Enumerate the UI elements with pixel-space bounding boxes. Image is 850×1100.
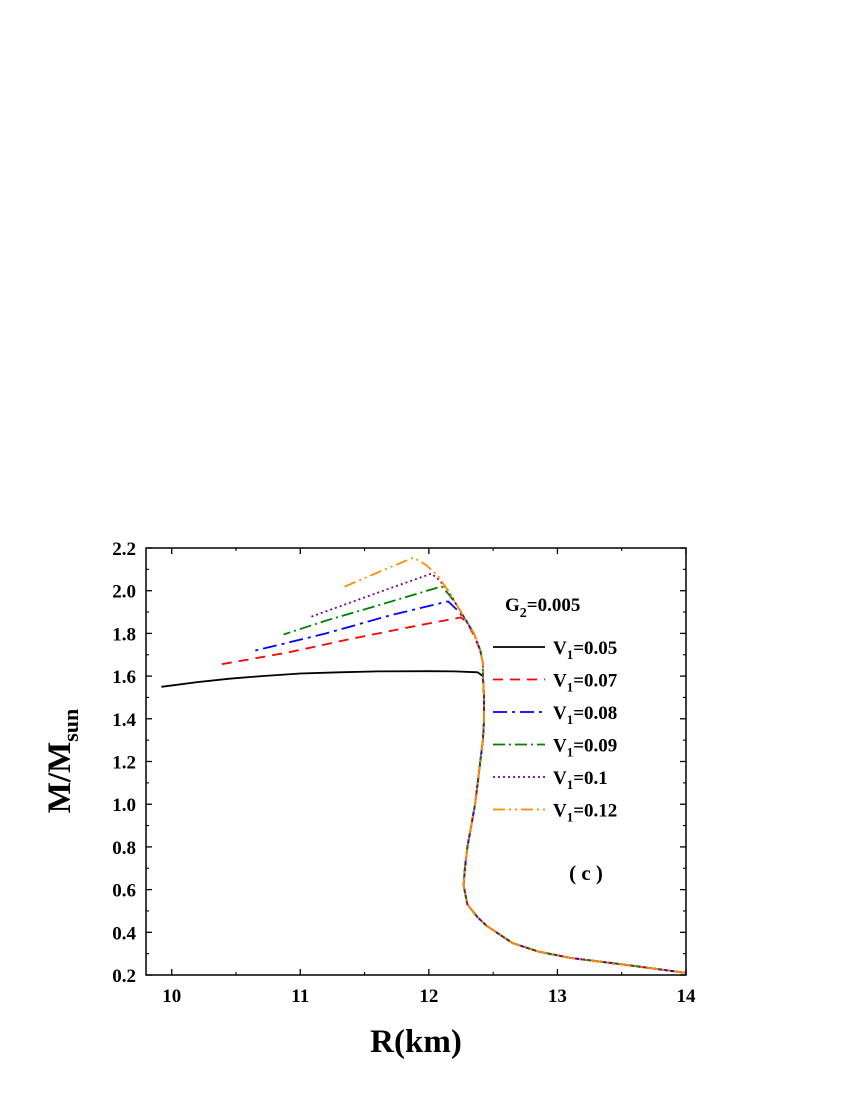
y-tick-label: 1.8: [112, 624, 136, 645]
legend-label-rest: =0.05: [573, 638, 617, 659]
legend-label: V1=0.09: [553, 736, 617, 760]
ticks-layer: 10 11 12 13 140.20.40.60.81.01.21.41.61.82.0…: [112, 539, 696, 1007]
legend-label-main: V: [553, 801, 567, 822]
legend-label-sub: 1: [567, 745, 574, 760]
legend-label-main: V: [553, 671, 567, 692]
legend-label-sub: 1: [567, 777, 574, 792]
y-tick-label: 2.2: [112, 539, 136, 560]
legend-label: V1=0.1: [553, 768, 608, 792]
legend-label-rest: =0.07: [573, 671, 618, 692]
legend-label-rest: =0.09: [573, 736, 617, 757]
x-tick-label: 13: [548, 986, 567, 1007]
x-tick-label: 14: [677, 986, 697, 1007]
legend-label-main: V: [553, 736, 567, 757]
x-axis-title: R(km): [370, 1024, 462, 1060]
panel-label: ( c ): [569, 861, 603, 885]
legend-label-rest: =0.12: [573, 801, 617, 822]
legend-label-rest: =0.08: [573, 703, 617, 724]
y-axis-title-sub: sun: [58, 709, 83, 742]
legend-label-sub: 1: [567, 680, 574, 695]
series-line-v1-0-08: [251, 600, 686, 974]
legend-label-sub: 1: [567, 810, 574, 825]
legend-label: V1=0.12: [553, 801, 617, 825]
y-tick-label: 0.4: [112, 923, 136, 944]
y-tick-label: 0.8: [112, 838, 136, 859]
series-line-v1-0-12: [342, 556, 686, 974]
y-tick-label: 2.0: [112, 582, 136, 603]
legend-label-rest: =0.1: [573, 768, 608, 789]
legend-label-sub: 1: [567, 712, 574, 727]
x-tick-label: 10: [162, 986, 181, 1007]
parameter-label-sub: 2: [520, 606, 527, 621]
y-axis-title-main: M/M: [42, 742, 78, 813]
parameter-label: G2=0.005: [505, 595, 580, 621]
legend-label: V1=0.07: [553, 671, 618, 695]
x-tick-label: 12: [419, 986, 438, 1007]
legend-label: V1=0.05: [553, 638, 617, 662]
legend-label-main: V: [553, 768, 567, 789]
y-axis-title: M/Msun: [42, 709, 83, 814]
series-line-v1-0-09: [283, 585, 686, 974]
x-tick-label: 11: [291, 986, 309, 1007]
y-tick-label: 1.0: [112, 795, 136, 816]
legend-label-main: V: [553, 703, 567, 724]
series-layer: [161, 556, 686, 974]
legend-label-sub: 1: [567, 647, 574, 662]
legend: V1=0.05V1=0.07V1=0.08V1=0.09V1=0.1V1=0.1…: [493, 638, 618, 825]
y-tick-label: 0.6: [112, 881, 136, 902]
series-line-v1-0-1: [308, 572, 686, 974]
plot-frame: [145, 547, 687, 976]
legend-label: V1=0.08: [553, 703, 617, 727]
parameter-label-rest: =0.005: [527, 595, 581, 616]
y-tick-label: 1.4: [112, 710, 136, 731]
legend-label-main: V: [553, 638, 567, 659]
y-tick-label: 0.2: [112, 966, 136, 987]
y-tick-label: 1.6: [112, 667, 136, 688]
y-tick-label: 1.2: [112, 753, 136, 774]
parameter-label-main: G: [505, 595, 520, 616]
